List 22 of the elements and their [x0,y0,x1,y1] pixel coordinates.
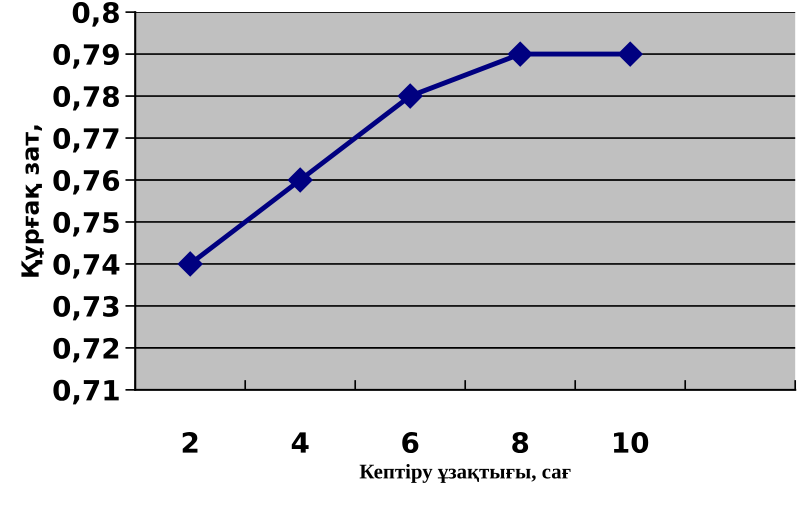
x-tick-label: 6 [402,432,418,454]
y-tick-label: 0,78 [53,86,119,111]
point [618,42,643,67]
x-tick-label: 4 [292,432,309,453]
point [178,251,203,276]
y-tick-label: 0,8 [72,2,119,27]
y-tick-label: 0,77 [53,128,118,153]
x-axis-title: Кептіру ұзақтығы, сағ [360,464,571,483]
y-tick-label: 0,79 [53,44,119,69]
y-tick-label: 0,73 [53,296,118,320]
y-axis-title: Құрғақ зат, [21,125,44,277]
y-tick-label: 0,72 [53,338,118,362]
point [288,168,313,192]
y-tick-label: 0,76 [53,170,120,195]
y-tick-label: 0,74 [53,254,120,278]
x-tick-label: 8 [512,432,528,454]
x-tick-label: 2 [182,432,198,453]
y-tick-label: 0,75 [53,212,119,236]
point [398,84,423,109]
x-tick-label: 10 [614,432,648,454]
point [508,42,533,67]
y-tick-label: 0,71 [53,380,119,404]
